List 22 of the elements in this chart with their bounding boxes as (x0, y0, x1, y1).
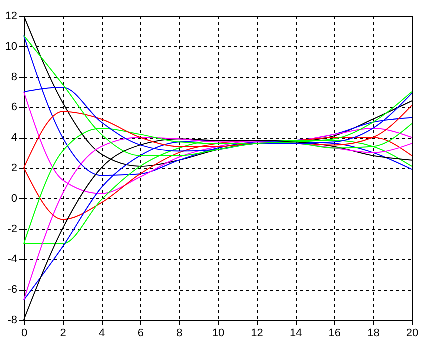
x-tick-label: 6 (138, 328, 144, 340)
x-tick-label: 18 (368, 328, 380, 340)
y-tick-label: 4 (11, 132, 18, 144)
y-tick-label: 2 (11, 162, 18, 174)
x-tick-label: 4 (99, 328, 106, 340)
y-tick-label: -4 (8, 254, 18, 266)
y-tick-label: 8 (11, 71, 18, 84)
y-tick-label: -8 (8, 314, 18, 326)
x-tick-label: 8 (176, 328, 183, 340)
x-tick-label: 12 (251, 328, 264, 340)
x-tick-label: 14 (290, 328, 302, 340)
y-tick-label: -2 (8, 223, 18, 236)
x-tick-label: 10 (212, 328, 225, 340)
y-tick-label: -6 (8, 284, 18, 296)
x-tick-label: 20 (406, 328, 419, 340)
y-tick-label: 6 (11, 102, 18, 114)
x-tick-label: 0 (21, 328, 28, 340)
y-tick-label: 10 (5, 40, 18, 53)
y-tick-label: 0 (11, 192, 18, 205)
y-tick-label: 12 (5, 10, 18, 22)
x-tick-label: 2 (60, 328, 66, 340)
x-tick-label: 16 (328, 328, 342, 340)
